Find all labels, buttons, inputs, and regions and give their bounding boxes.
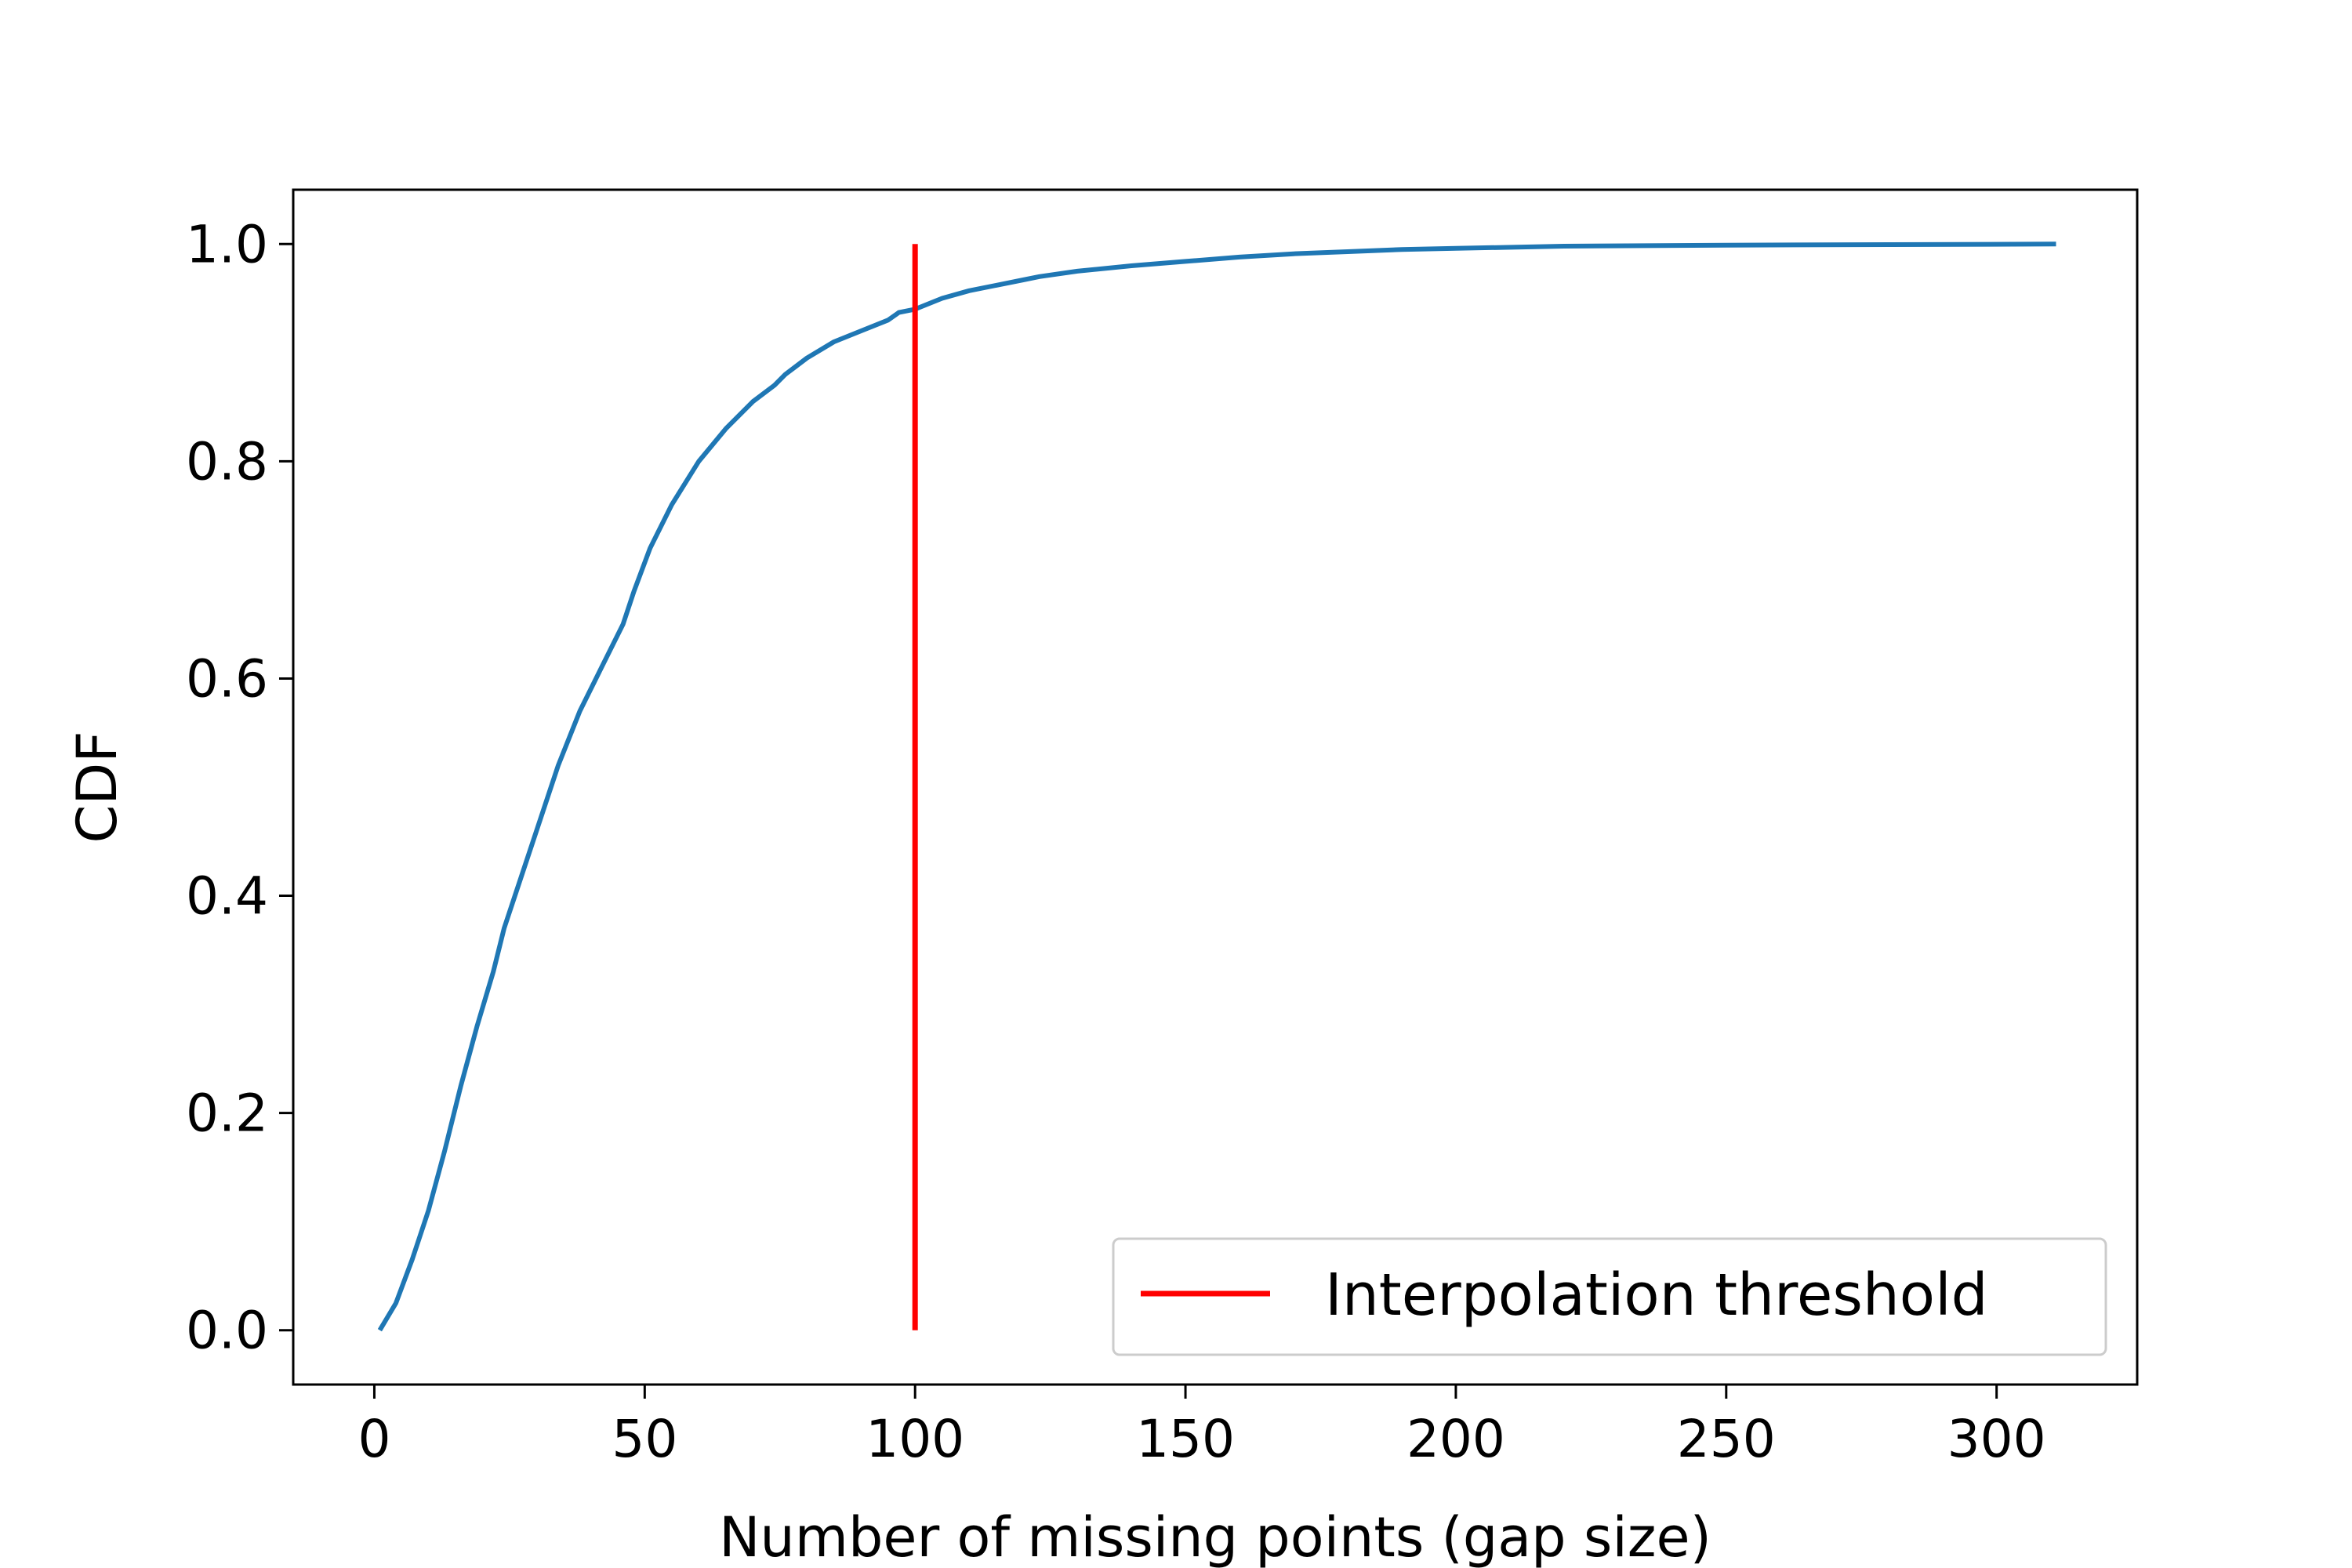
x-axis-label: Number of missing points (gap size) [719,1505,1711,1568]
x-tick-label: 150 [1136,1409,1235,1469]
legend: Interpolation threshold [1112,1237,2107,1356]
plot-area-frame [292,188,2139,1386]
y-axis-ticks: 0.0 0.2 0.4 0.6 0.8 1.0 [186,214,293,1361]
x-tick-label: 200 [1406,1409,1505,1469]
y-tick-label: 0.6 [186,648,268,709]
y-tick-label: 0.0 [186,1301,268,1361]
x-tick-label: 250 [1677,1409,1776,1469]
legend-label-interpolation-threshold: Interpolation threshold [1325,1261,1988,1329]
y-tick-label: 0.4 [186,866,268,927]
x-tick-label: 300 [1947,1409,2046,1469]
plot-data-layer [377,241,2056,1332]
cdf-series-line [377,241,2056,1332]
legend-box [1112,1237,2107,1356]
x-tick-label: 100 [866,1409,964,1469]
y-axis-label: CDF [65,731,129,843]
x-tick-label: 50 [612,1409,677,1469]
y-tick-label: 0.2 [186,1083,268,1144]
x-axis-ticks: 0 50 100 150 200 250 300 [358,1385,2046,1469]
x-tick-label: 0 [358,1409,390,1469]
y-tick-label: 1.0 [186,214,268,274]
y-tick-label: 0.8 [186,431,268,492]
